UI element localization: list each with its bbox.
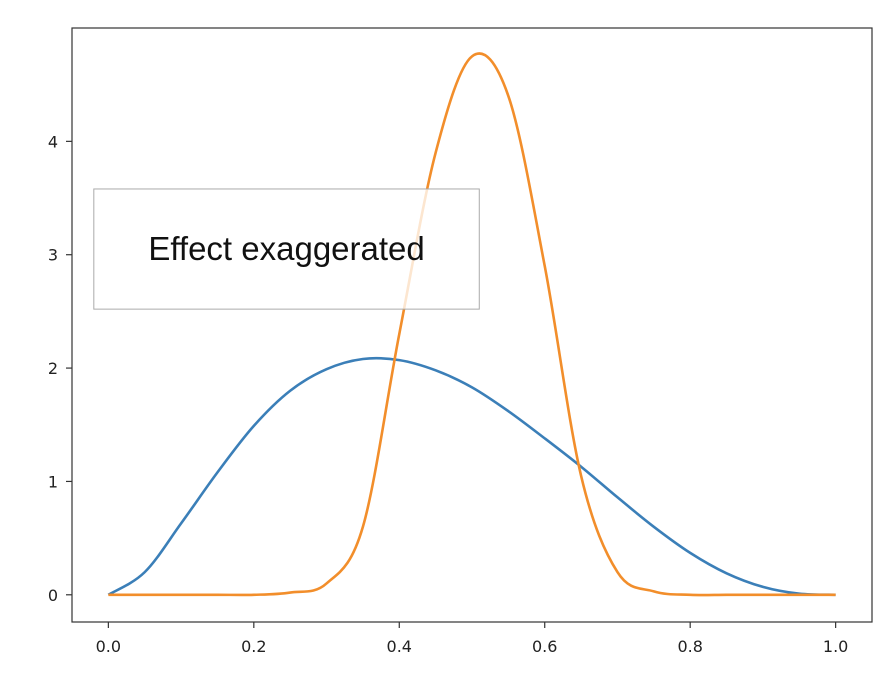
plot-frame	[71, 27, 873, 623]
y-tick-label: 1	[48, 472, 58, 491]
axes: 0.0 0.2 0.4 0.6 0.8 1.0 0 1 2 3 4	[48, 132, 849, 656]
x-tick-label: 0.8	[677, 637, 702, 656]
annotation-box	[93, 188, 480, 310]
x-tick-label: 1.0	[823, 637, 848, 656]
series-line-2	[108, 52, 836, 597]
y-tick-label: 3	[48, 246, 58, 265]
x-tick-label: 0.2	[241, 637, 266, 656]
x-tick-label: 0.6	[532, 637, 557, 656]
series-layer	[107, 52, 836, 597]
x-tick-label: 0.0	[96, 637, 121, 656]
y-tick-label: 4	[48, 132, 58, 151]
series-line-1	[107, 356, 836, 597]
y-tick-label: 2	[48, 359, 58, 378]
annotation-text: Effect exaggerated	[148, 230, 424, 267]
x-tick-label: 0.4	[387, 637, 412, 656]
y-tick-label: 0	[48, 586, 58, 605]
annotation: Effect exaggerated	[93, 188, 480, 310]
